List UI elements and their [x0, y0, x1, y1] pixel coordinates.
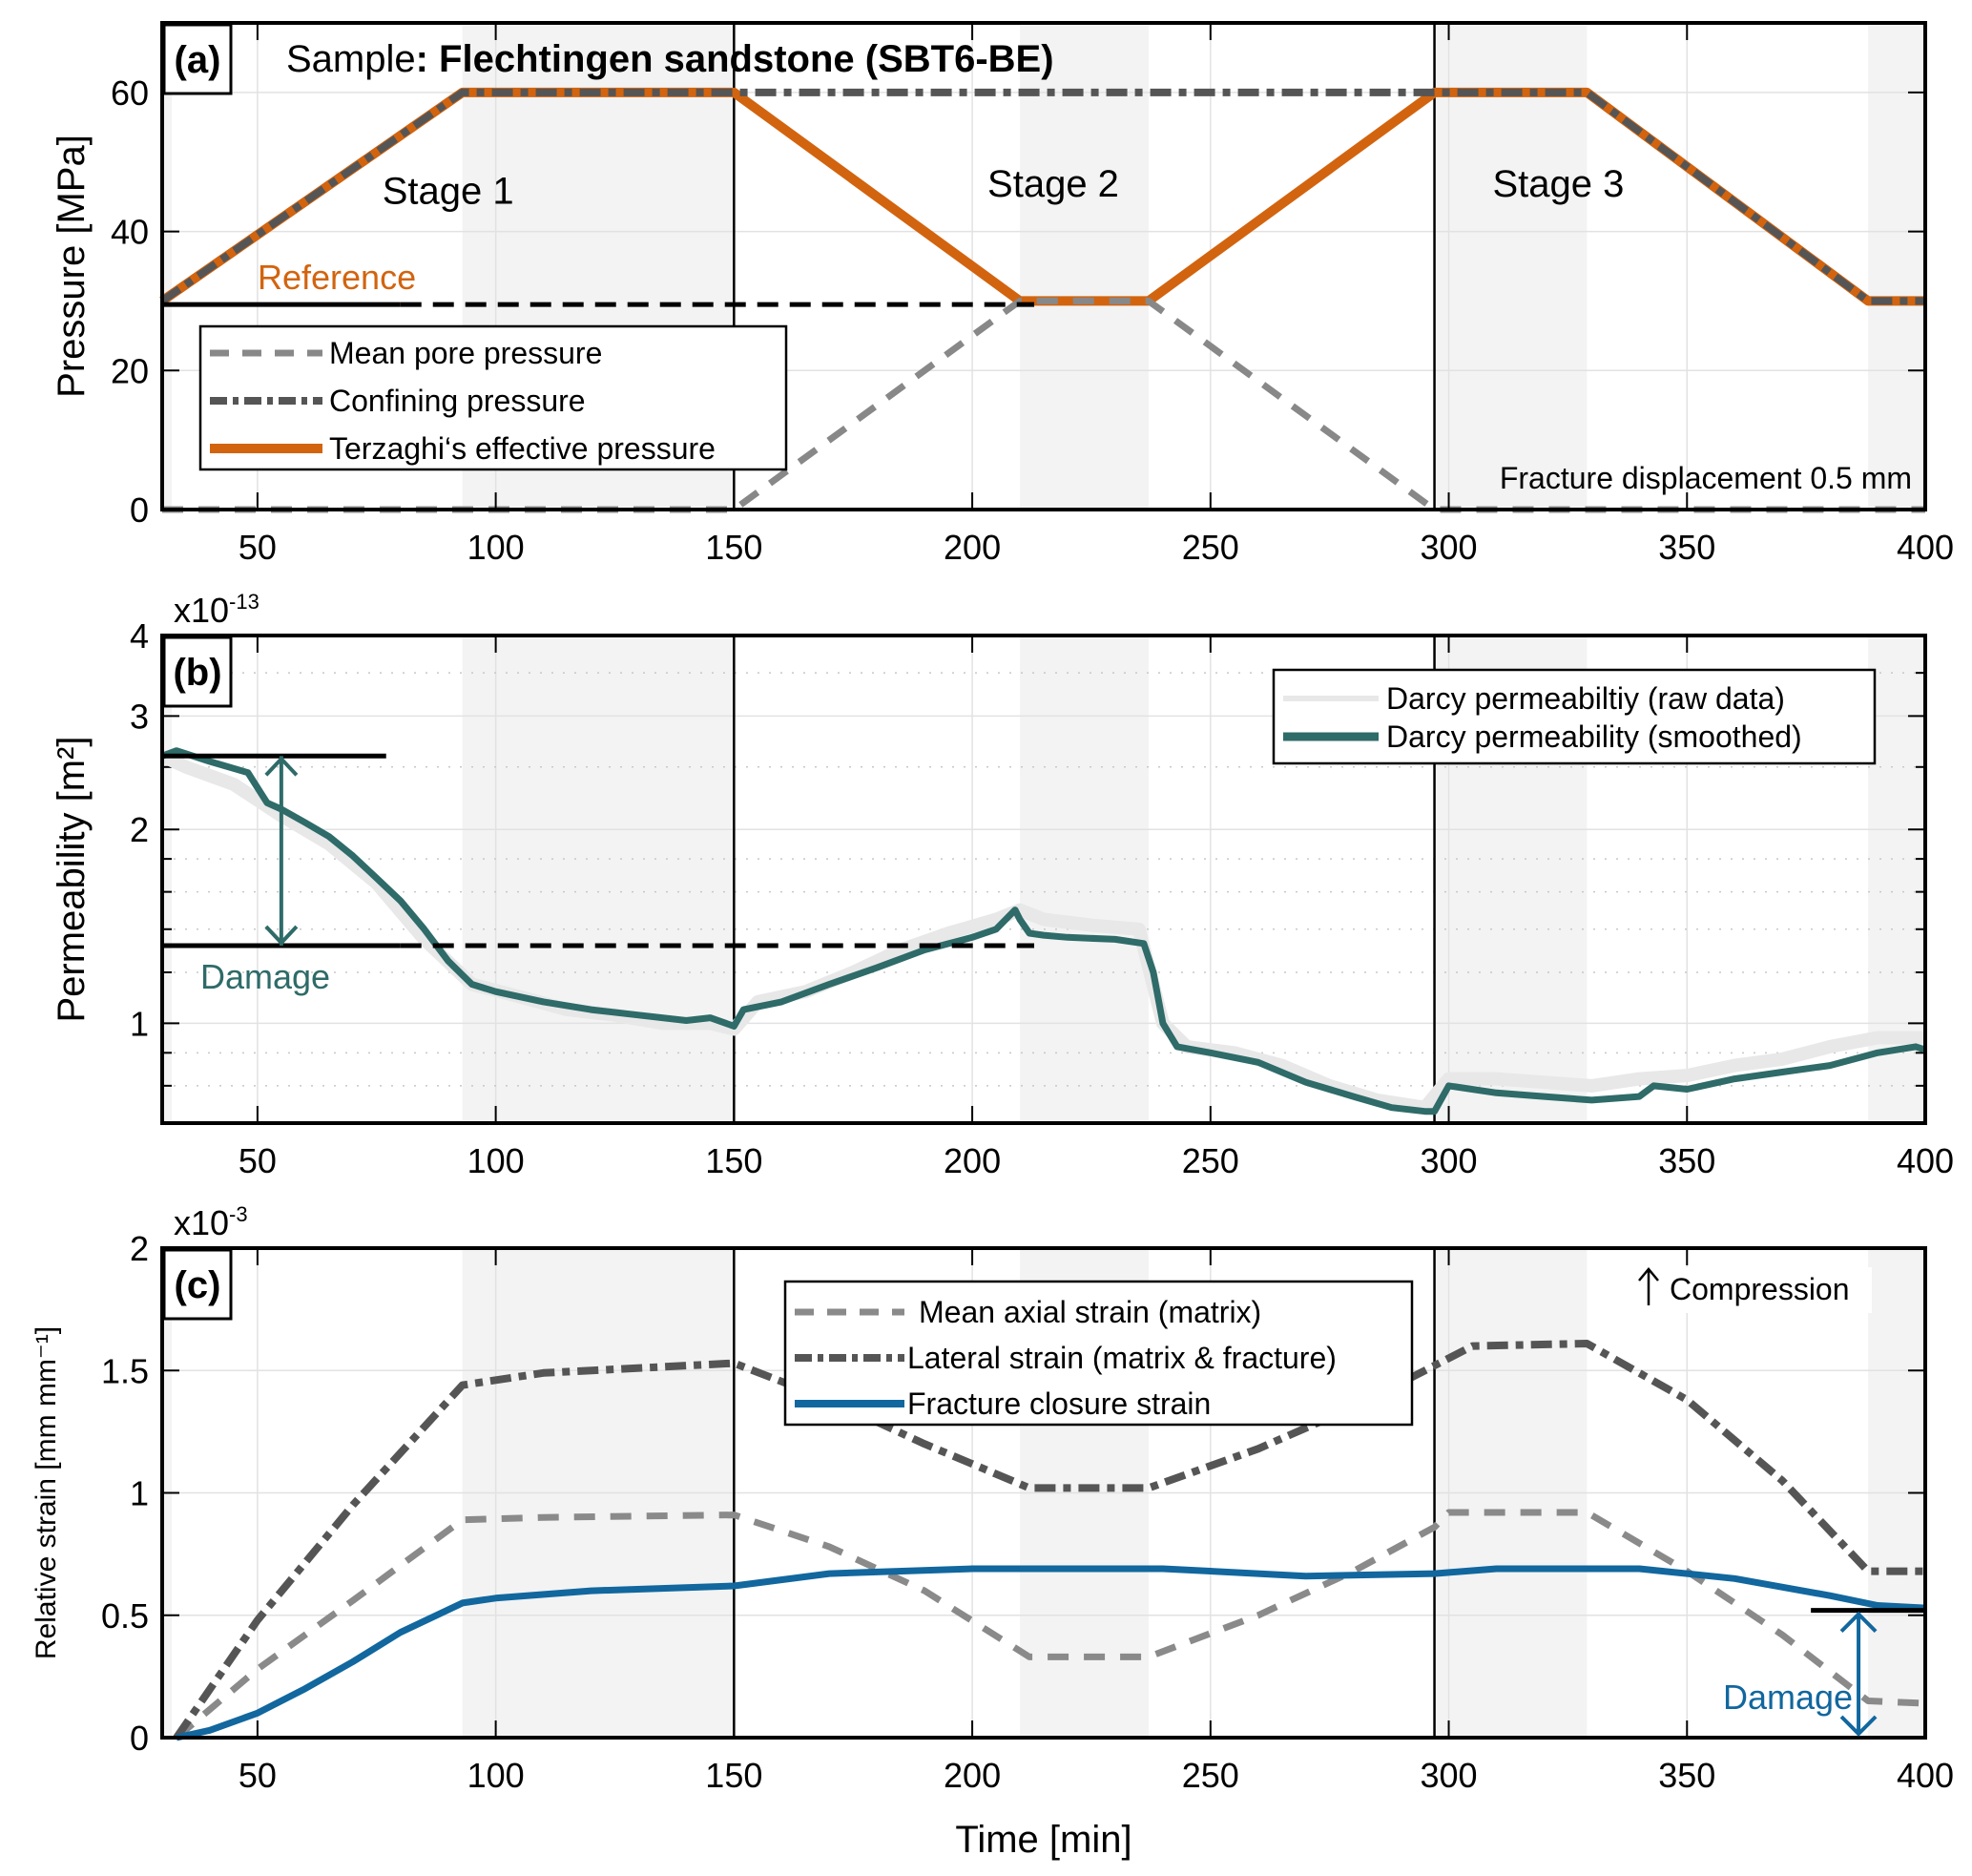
- x-tick-label: 350: [1658, 528, 1715, 567]
- x-tick-label: 200: [944, 1141, 1001, 1180]
- x-tick-label: 150: [705, 1141, 762, 1180]
- y-tick-label: 2: [130, 810, 149, 849]
- stage-label: Stage 1: [383, 170, 514, 212]
- legend-label: Confining pressure: [329, 384, 586, 418]
- y-axis-label: Pressure [MPa]: [51, 135, 93, 398]
- series-line-darcy-permeability-smoothed-: [160, 747, 1927, 1115]
- damage-arrow-head-down: [264, 925, 299, 946]
- axes-frame: [160, 634, 1927, 1125]
- panel-tag: (c): [175, 1264, 221, 1306]
- damage-arrow-head-down: [1839, 1715, 1878, 1737]
- stage-shading: [162, 23, 172, 510]
- stage-label: Stage 3: [1492, 163, 1624, 205]
- damage-arrow-head-up: [264, 756, 299, 777]
- y-tick-label: 40: [111, 213, 149, 252]
- x-tick-label: 300: [1421, 1756, 1478, 1795]
- y-exponent-label: x10-13: [174, 590, 259, 630]
- series-line-confining-pressure: [159, 88, 1925, 305]
- x-tick-label: 400: [1897, 1141, 1954, 1180]
- x-tick-label: 250: [1182, 528, 1239, 567]
- y-tick-label: 1.5: [101, 1351, 149, 1390]
- x-tick-label: 250: [1182, 1141, 1239, 1180]
- compression-arrowhead-icon: [1638, 1267, 1659, 1282]
- legend-label: Darcy permeability (smoothed): [1386, 719, 1802, 754]
- legend-label: Mean axial strain (matrix): [919, 1295, 1261, 1329]
- x-tick-label: 350: [1658, 1756, 1715, 1795]
- y-tick-label: 2: [130, 1229, 149, 1268]
- y-tick-label: 1: [130, 1004, 149, 1043]
- legend-box: [1272, 668, 1877, 765]
- stage-shading: [162, 636, 172, 1123]
- y-axis-label: Permeability [m²]: [51, 736, 93, 1022]
- legend-label: Lateral strain (matrix & fracture): [907, 1341, 1337, 1375]
- legend-label: Mean pore pressure: [329, 336, 602, 370]
- x-tick-label: 250: [1182, 1756, 1239, 1795]
- compression-note-bg: [1633, 1267, 1872, 1313]
- x-tick-label: 400: [1897, 528, 1954, 567]
- stage-label: Stage 2: [987, 163, 1119, 205]
- x-tick-label: 300: [1421, 528, 1478, 567]
- x-tick-label: 200: [944, 528, 1001, 567]
- fracture-displacement-note: Fracture displacement 0.5 mm: [1500, 461, 1912, 495]
- y-tick-label: 60: [111, 73, 149, 113]
- panel-a-pressure: 50 100 150 200 250 300 350 400 0 20 40 60 Pressure […: [51, 21, 1954, 567]
- compression-label: Compression: [1670, 1272, 1850, 1306]
- y-tick-label: 20: [111, 351, 149, 390]
- x-tick-label: 50: [239, 528, 277, 567]
- x-tick-label: 300: [1421, 1141, 1478, 1180]
- sample-title-prefix: Sample: [286, 38, 416, 80]
- series-line-fracture-closure-strain: [176, 1565, 1926, 1741]
- panel-tag: (a): [175, 39, 221, 81]
- panel-tag: (b): [173, 652, 221, 694]
- x-tick-label: 150: [705, 528, 762, 567]
- panel-tag-box: [162, 23, 233, 95]
- x-tick-label: 50: [239, 1756, 277, 1795]
- stage-shading: [1434, 23, 1588, 510]
- y-tick-label: 1: [130, 1474, 149, 1513]
- y-tick-label: 3: [130, 697, 149, 736]
- y-tick-label: 0.5: [101, 1596, 149, 1636]
- y-tick-label: 4: [130, 616, 149, 656]
- y-exponent: -13: [229, 590, 259, 614]
- x-tick-label: 100: [467, 1756, 525, 1795]
- sample-title-name: : Flechtingen sandstone (SBT6-BE): [416, 38, 1054, 80]
- x-tick-label: 150: [705, 1756, 762, 1795]
- y-tick-label: 0: [130, 1719, 149, 1758]
- damage-arrow-head-up: [1839, 1611, 1878, 1634]
- stage-shading: [1868, 23, 1925, 510]
- legend-label: Darcy permeabiltiy (raw data): [1386, 681, 1785, 716]
- reference-label: Reference: [258, 258, 416, 297]
- y-exponent-label: x10-3: [174, 1202, 248, 1242]
- x-tick-label: 200: [944, 1756, 1001, 1795]
- axes-frame: [160, 21, 1927, 511]
- damage-label: Damage: [200, 957, 330, 996]
- x-tick-label: 100: [467, 1141, 525, 1180]
- panel-tag-box: [162, 1248, 233, 1321]
- x-tick-label: 400: [1897, 1756, 1954, 1795]
- x-axis-label: Time [min]: [955, 1819, 1131, 1861]
- legend-label: Terzaghi‘s effective pressure: [329, 431, 716, 466]
- y-exponent: -3: [229, 1202, 248, 1226]
- panel-b-permeability: 50 100 150 200 250 300 350 400 1 2 3 4 Permeability …: [51, 590, 1954, 1180]
- legend-label: Fracture closure strain: [907, 1386, 1211, 1421]
- panel-tag-box: [162, 636, 233, 708]
- damage-label: Damage: [1723, 1678, 1853, 1717]
- panel-c-strain: 50 100 150 200 250 300 350 400 0 0.5 1 1.5 2 Relative…: [31, 1202, 1954, 1861]
- x-tick-label: 100: [467, 528, 525, 567]
- y-axis-label: Relative strain [mm mm⁻¹]: [31, 1326, 62, 1659]
- sample-title: Sample: Flechtingen sandstone (SBT6-BE): [286, 38, 1054, 80]
- x-tick-label: 50: [239, 1141, 277, 1180]
- stage-shading: [1020, 23, 1149, 510]
- x-tick-label: 350: [1658, 1141, 1715, 1180]
- stage-shading: [462, 636, 735, 1123]
- y-multiplier: x10: [174, 591, 229, 630]
- y-tick-label: 0: [130, 490, 149, 530]
- y-multiplier: x10: [174, 1203, 229, 1242]
- stage-shading: [1020, 636, 1149, 1123]
- series-line-lateral-strain-matrix-fracture-: [173, 1340, 1925, 1741]
